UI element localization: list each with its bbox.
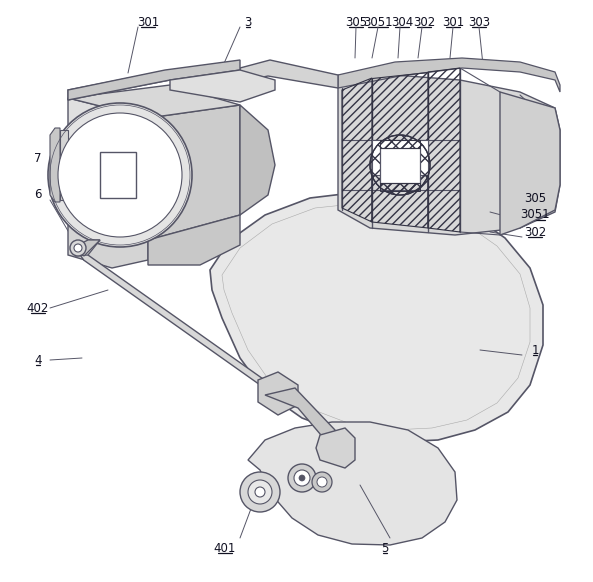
Text: 301: 301 [137, 16, 159, 29]
Text: 6: 6 [34, 189, 42, 201]
Bar [380, 140, 420, 148]
Bar [380, 148, 420, 183]
Text: 3051: 3051 [520, 208, 550, 222]
Circle shape [48, 103, 192, 247]
Polygon shape [68, 70, 170, 100]
Polygon shape [248, 422, 457, 545]
Polygon shape [338, 75, 560, 235]
Text: 4: 4 [34, 353, 42, 367]
Text: 305: 305 [345, 16, 367, 29]
Circle shape [74, 244, 82, 252]
Polygon shape [338, 58, 560, 92]
Circle shape [58, 113, 182, 237]
Text: 302: 302 [413, 16, 435, 29]
Text: 3: 3 [244, 16, 251, 29]
Circle shape [255, 487, 265, 497]
Text: 5: 5 [381, 541, 388, 555]
Polygon shape [68, 60, 240, 100]
Text: 1: 1 [531, 343, 539, 357]
Circle shape [299, 475, 305, 481]
Text: 401: 401 [214, 541, 236, 555]
Polygon shape [170, 70, 275, 102]
Polygon shape [148, 215, 240, 265]
Circle shape [288, 464, 316, 492]
Polygon shape [258, 372, 298, 415]
Circle shape [294, 470, 310, 486]
Polygon shape [72, 244, 286, 403]
Text: 303: 303 [468, 16, 490, 29]
Circle shape [312, 472, 332, 492]
Polygon shape [60, 130, 68, 200]
Text: 402: 402 [27, 301, 49, 314]
Polygon shape [148, 105, 240, 240]
Text: 7: 7 [34, 151, 42, 165]
Polygon shape [240, 105, 275, 215]
Polygon shape [50, 128, 60, 202]
Polygon shape [316, 428, 355, 468]
Circle shape [317, 477, 327, 487]
Bar [372, 140, 428, 175]
Polygon shape [500, 92, 560, 235]
Polygon shape [68, 98, 148, 240]
Bar [380, 183, 420, 191]
Polygon shape [240, 60, 338, 88]
Circle shape [70, 240, 86, 256]
Bar [100, 152, 136, 198]
Polygon shape [68, 85, 240, 118]
Text: 305: 305 [524, 191, 546, 204]
Text: 304: 304 [391, 16, 413, 29]
Polygon shape [72, 240, 100, 256]
Text: 302: 302 [524, 225, 546, 239]
Circle shape [248, 480, 272, 504]
Text: 3051: 3051 [363, 16, 393, 29]
Polygon shape [265, 388, 335, 448]
Text: 301: 301 [442, 16, 464, 29]
Polygon shape [68, 220, 148, 268]
Circle shape [240, 472, 280, 512]
Polygon shape [210, 192, 543, 442]
Polygon shape [75, 240, 100, 256]
